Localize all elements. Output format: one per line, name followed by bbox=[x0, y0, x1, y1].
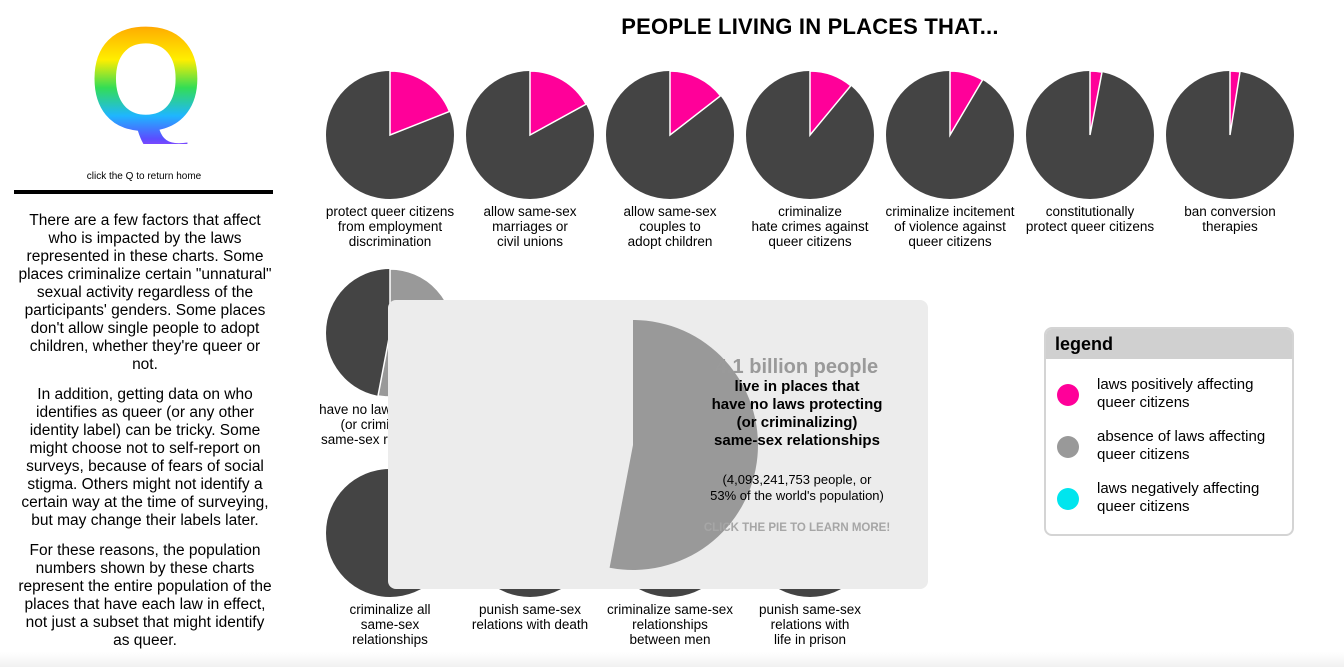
pie-slice-positive bbox=[1229, 70, 1241, 136]
pie-chart-label: protect queer citizens from employment dis… bbox=[318, 204, 462, 249]
tooltip-population-headline: 4.1 billion people bbox=[715, 356, 879, 378]
pie-chart-label: criminalize all same-sex relationships bbox=[318, 602, 462, 647]
pie-slice-positive bbox=[529, 70, 588, 137]
pie-chart-label-line: between men bbox=[629, 632, 711, 647]
pie-chart-label-line: same-sex bbox=[360, 617, 420, 632]
tooltip-text: 4.1 billion people live in places that h… bbox=[678, 356, 916, 534]
pie-slice-positive bbox=[389, 70, 451, 137]
legend-item-negative: laws negatively affecting queer citizens bbox=[1046, 463, 1292, 515]
pie-slice-positive bbox=[1089, 70, 1103, 136]
pie-chart-label: ban conversion therapies bbox=[1158, 204, 1302, 234]
sidebar-divider bbox=[14, 190, 273, 194]
pie-chart-label-line: criminalize all bbox=[349, 602, 431, 617]
pie-chart-label-line: life in prison bbox=[773, 632, 847, 647]
tooltip-pie[interactable] bbox=[498, 310, 768, 580]
pie-chart-label-line: marriages or bbox=[492, 219, 568, 234]
sidebar-paragraph-2: In addition, getting data on who identif… bbox=[21, 386, 269, 529]
legend-item-absence: absence of laws affecting queer citizens bbox=[1046, 411, 1292, 463]
pie-chart-label-line: queer citizens bbox=[768, 234, 852, 249]
tooltip-description: live in places that have no laws protect… bbox=[678, 378, 916, 450]
page-title: PEOPLE LIVING IN PLACES THAT... bbox=[621, 14, 999, 39]
pie-chart[interactable] bbox=[465, 70, 595, 200]
tooltip-description-line: same-sex relationships bbox=[714, 432, 880, 449]
pie-chart-item: allow same-sex marriages or civil unions bbox=[458, 70, 602, 249]
pie-slice-positive bbox=[669, 70, 722, 137]
tooltip-detail-line: (4,093,241,753 people, or bbox=[722, 472, 872, 487]
tooltip-description-line: live in places that bbox=[734, 378, 860, 395]
q-logo-letter: Q bbox=[88, 14, 203, 144]
pie-chart-label-line: allow same-sex bbox=[483, 204, 577, 219]
pie-chart-label-line: relations with death bbox=[471, 617, 589, 632]
pie-slice-positive bbox=[809, 70, 852, 138]
pie-chart-item: allow same-sex couples to adopt children bbox=[598, 70, 742, 249]
pie-chart-label-line: of violence against bbox=[894, 219, 1006, 234]
pie-chart-label-line: civil unions bbox=[496, 234, 564, 249]
pie-chart[interactable] bbox=[745, 70, 875, 200]
sidebar-explanation: There are a few factors that affect who … bbox=[18, 212, 272, 662]
pie-chart-label-line: from employment bbox=[337, 219, 443, 234]
pie-chart-label: criminalize hate crimes against queer citi… bbox=[738, 204, 882, 249]
pie-chart-label-line: allow same-sex bbox=[623, 204, 717, 219]
pie-chart[interactable] bbox=[1165, 70, 1295, 200]
pie-chart-label-line: ban conversion bbox=[1184, 204, 1276, 219]
learn-more-link[interactable]: CLICK THE PIE TO LEARN MORE! bbox=[703, 522, 891, 534]
legend-label: laws positively affecting queer citizens bbox=[1097, 376, 1254, 411]
pie-chart-label-line: therapies bbox=[1202, 219, 1258, 234]
q-logo-home-link[interactable]: Q bbox=[87, 14, 205, 144]
pie-chart-label-line: constitutionally bbox=[1045, 204, 1135, 219]
pie-chart-item: protect queer citizens from employment dis… bbox=[318, 70, 462, 249]
legend-swatch-positive bbox=[1057, 384, 1079, 406]
pie-chart-label-line: queer citizens bbox=[908, 234, 992, 249]
bottom-fade bbox=[0, 652, 1344, 667]
pie-chart[interactable] bbox=[1025, 70, 1155, 200]
pie-chart-label-line: couples to bbox=[639, 219, 701, 234]
pie-chart-label-line: protect queer citizens bbox=[325, 204, 455, 219]
pie-chart-label-line: hate crimes against bbox=[751, 219, 869, 234]
sidebar-paragraph-1: There are a few factors that affect who … bbox=[18, 212, 272, 373]
pie-tooltip: 4.1 billion people live in places that h… bbox=[388, 300, 928, 589]
pie-chart-label: allow same-sex couples to adopt children bbox=[598, 204, 742, 249]
tooltip-detail-line: 53% of the world's population) bbox=[710, 488, 884, 503]
pie-chart[interactable] bbox=[885, 70, 1015, 200]
pie-chart-label-line: protect queer citizens bbox=[1025, 219, 1155, 234]
pie-chart-item: criminalize hate crimes against queer citi… bbox=[738, 70, 882, 249]
pie-chart[interactable] bbox=[325, 70, 455, 200]
logo-caption: click the Q to return home bbox=[86, 171, 202, 182]
pie-chart-label-line: punish same-sex bbox=[758, 602, 862, 617]
tooltip-description-line: have no laws protecting bbox=[711, 396, 883, 413]
sidebar-paragraph-3: For these reasons, the population number… bbox=[18, 542, 272, 649]
pie-chart-label: punish same-sex relations with death bbox=[458, 602, 602, 632]
pie-chart-label-line: adopt children bbox=[627, 234, 713, 249]
pie-chart-label-line: relationships bbox=[352, 632, 428, 647]
legend-item-positive: laws positively affecting queer citizens bbox=[1046, 359, 1292, 411]
pie-chart-label: punish same-sex relations with life in pri… bbox=[738, 602, 882, 647]
sidebar: Q click the Q to return home There are a… bbox=[0, 0, 290, 667]
legend-swatch-absence bbox=[1057, 436, 1079, 458]
tooltip-pie-slice[interactable] bbox=[609, 320, 758, 570]
pie-chart-label-line: relations with bbox=[770, 617, 850, 632]
pie-slice-positive bbox=[949, 70, 984, 138]
legend-label: absence of laws affecting queer citizens bbox=[1097, 428, 1266, 463]
pie-chart[interactable] bbox=[605, 70, 735, 200]
tooltip-description-line: (or criminalizing) bbox=[736, 414, 858, 431]
pie-chart-label: criminalize same-sex relationships between… bbox=[598, 602, 742, 647]
pie-chart-label-line: criminalize same-sex bbox=[606, 602, 734, 617]
pie-chart-item: criminalize incitement of violence agains… bbox=[878, 70, 1022, 249]
legend: legend laws positively affecting queer c… bbox=[1044, 327, 1294, 536]
pie-chart-label-line: punish same-sex bbox=[478, 602, 582, 617]
tooltip-population-detail: (4,093,241,753 people, or 53% of the wor… bbox=[678, 472, 916, 504]
legend-swatch-negative bbox=[1057, 488, 1079, 510]
pie-chart-label: criminalize incitement of violence agains… bbox=[878, 204, 1022, 249]
pie-chart-label-line: discrimination bbox=[348, 234, 432, 249]
pie-chart-label-line: criminalize incitement bbox=[885, 204, 1015, 219]
pie-chart-label-line: criminalize bbox=[778, 204, 842, 219]
pie-chart-label: constitutionally protect queer citizens bbox=[1018, 204, 1162, 234]
pie-chart-item: constitutionally protect queer citizens bbox=[1018, 70, 1162, 234]
legend-title: legend bbox=[1046, 329, 1292, 359]
legend-label: laws negatively affecting queer citizens bbox=[1097, 480, 1260, 515]
pie-chart-label-line: relationships bbox=[632, 617, 708, 632]
pie-chart-item: ban conversion therapies bbox=[1158, 70, 1302, 234]
pie-chart-label: allow same-sex marriages or civil unions bbox=[458, 204, 602, 249]
